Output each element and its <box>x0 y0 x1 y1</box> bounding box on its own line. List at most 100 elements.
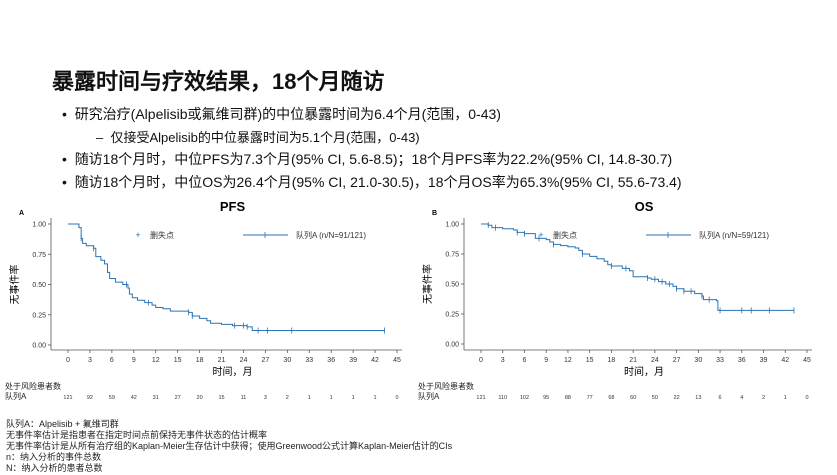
chart-os-x-tick-label: 36 <box>738 357 746 364</box>
chart-os-x-tick-label: 3 <box>501 357 505 364</box>
chart-os-x-tick-label: 18 <box>608 357 616 364</box>
chart-os-risk-table-row-label: 队列A <box>418 391 440 401</box>
chart-pfs-x-tick-label: 15 <box>174 357 182 364</box>
footnote-5: N：纳入分析的患者总数 <box>6 463 103 473</box>
footnote-2: 无事件率估计是指患者在指定时间点前保持无事件状态的估计概率 <box>6 430 268 440</box>
footnote-1: 队列A：Alpelisib + 氟维司群 <box>6 419 119 429</box>
chart-os-panel-label: B <box>432 210 437 217</box>
chart-pfs-x-tick-label: 24 <box>240 357 248 364</box>
chart-os-risk-count: 60 <box>630 395 636 401</box>
chart-os-x-tick-label: 33 <box>716 357 724 364</box>
chart-pfs-title: PFS <box>220 199 246 214</box>
chart-pfs-risk-count: 11 <box>241 395 247 401</box>
chart-os-x-tick-label: 24 <box>651 357 659 364</box>
chart-pfs-x-tick-label: 21 <box>218 357 226 364</box>
chart-pfs-risk-count: 59 <box>109 395 115 401</box>
chart-pfs-risk-count: 3 <box>264 395 267 401</box>
chart-os-risk-count: 102 <box>520 395 529 401</box>
chart-pfs-y-tick-label: 1.00 <box>32 222 46 229</box>
chart-os-y-tick-label: 0.00 <box>445 342 459 349</box>
chart-os-risk-count: 22 <box>674 395 680 401</box>
chart-pfs-y-axis-label: 无事件率 <box>8 265 21 305</box>
chart-pfs-risk-count: 42 <box>131 395 137 401</box>
chart-os-risk-count: 110 <box>498 395 507 401</box>
sub-bullet-1: – 仅接受Alpelisib的中位暴露时间为5.1个月(范围，0-43) <box>96 130 420 145</box>
chart-os-legend-censor-marker: + <box>538 230 543 240</box>
chart-os-x-tick-label: 30 <box>694 357 702 364</box>
bullet-3: • 随访18个月时，中位OS为26.4个月(95% CI, 21.0-30.5)… <box>62 174 682 190</box>
chart-os-risk-count: 88 <box>565 395 571 401</box>
chart-os-risk-count: 50 <box>652 395 658 401</box>
chart-pfs-risk-table-row-label: 队列A <box>5 391 27 401</box>
slide-title: 暴露时间与疗效结果，18个月随访 <box>52 69 385 94</box>
chart-pfs-risk-table-header: 处于风险患者数 <box>5 381 61 391</box>
bullet-2: • 随访18个月时，中位PFS为7.3个月(95% CI, 5.6-8.5)；1… <box>62 151 673 167</box>
chart-pfs-legend-censor-label: 删失点 <box>150 230 174 240</box>
chart-os-x-axis-label: 时间，月 <box>624 365 664 378</box>
chart-pfs-x-tick-label: 18 <box>196 357 204 364</box>
chart-pfs-x-tick-label: 30 <box>283 357 291 364</box>
chart-os-y-axis-label: 无事件率 <box>421 264 434 304</box>
chart-os-risk-count: 1 <box>784 395 787 401</box>
chart-os-risk-count: 95 <box>543 395 549 401</box>
chart-os-risk-count: 4 <box>740 395 743 401</box>
chart-os-risk-count: 6 <box>719 395 722 401</box>
chart-os-risk-count: 2 <box>762 395 765 401</box>
chart-pfs-x-axis-label: 时间，月 <box>213 365 253 378</box>
chart-os-y-tick-label: 0.50 <box>445 282 459 289</box>
chart-pfs-risk-count: 1 <box>308 395 311 401</box>
footnote-3: 无事件率估计是从所有治疗组的Kaplan-Meier生存估计中获得；使用Gree… <box>6 441 453 451</box>
chart-pfs-x-tick-label: 39 <box>349 357 357 364</box>
chart-os-x-tick-label: 21 <box>629 357 637 364</box>
chart-pfs-x-tick-label: 12 <box>152 357 160 364</box>
chart-os-legend-censor-label: 删失点 <box>553 230 577 240</box>
chart-pfs-x-tick-label: 42 <box>371 357 379 364</box>
chart-pfs-y-tick-label: 0.50 <box>32 282 46 289</box>
chart-pfs-panel-label: A <box>19 210 24 217</box>
chart-pfs-risk-count: 0 <box>395 395 398 401</box>
chart-os-y-tick-label: 1.00 <box>445 222 459 229</box>
chart-pfs-risk-count: 31 <box>153 395 159 401</box>
chart-pfs-risk-count: 2 <box>286 395 289 401</box>
chart-os-legend-series-label: 队列A (n/N=59/121) <box>699 230 769 240</box>
chart-pfs-x-tick-label: 33 <box>305 357 313 364</box>
chart-os-x-tick-label: 39 <box>760 357 768 364</box>
chart-pfs-risk-count: 1 <box>352 395 355 401</box>
chart-pfs-x-tick-label: 6 <box>110 357 114 364</box>
chart-os-risk-count: 0 <box>805 395 808 401</box>
chart-os-title: OS <box>635 199 654 214</box>
chart-os-risk-count: 13 <box>695 395 701 401</box>
chart-pfs-x-tick-label: 3 <box>88 357 92 364</box>
chart-os-x-tick-label: 45 <box>803 357 811 364</box>
chart-os-x-tick-label: 12 <box>564 357 572 364</box>
chart-pfs-y-tick-label: 0.75 <box>32 252 46 259</box>
chart-os-x-tick-label: 15 <box>586 357 594 364</box>
chart-os-y-tick-label: 0.75 <box>445 252 459 259</box>
chart-os-x-tick-label: 27 <box>673 357 681 364</box>
chart-pfs-legend-censor-marker: + <box>135 230 140 240</box>
chart-pfs-x-tick-label: 27 <box>262 357 270 364</box>
chart-pfs-risk-count: 15 <box>218 395 224 401</box>
chart-os-x-tick-label: 42 <box>781 357 789 364</box>
chart-os-x-tick-label: 0 <box>479 357 483 364</box>
chart-os-risk-count: 77 <box>587 395 593 401</box>
chart-pfs-x-tick-label: 0 <box>66 357 70 364</box>
chart-pfs-risk-count: 121 <box>63 395 72 401</box>
chart-pfs-x-tick-label: 36 <box>327 357 335 364</box>
chart-pfs-risk-count: 27 <box>175 395 181 401</box>
chart-pfs-x-tick-label: 45 <box>393 357 401 364</box>
footnote-4: n：纳入分析的事件总数 <box>6 452 102 462</box>
chart-os-risk-table-header: 处于风险患者数 <box>418 381 474 391</box>
bullet-1: • 研究治疗(Alpelisib或氟维司群)的中位暴露时间为6.4个月(范围，0… <box>62 106 501 122</box>
chart-pfs-risk-count: 20 <box>197 395 203 401</box>
chart-os-x-tick-label: 6 <box>523 357 527 364</box>
chart-os-y-tick-label: 0.25 <box>445 312 459 319</box>
chart-os-risk-count: 121 <box>476 395 485 401</box>
chart-pfs-risk-count: 1 <box>330 395 333 401</box>
chart-pfs-y-tick-label: 0.00 <box>32 343 46 350</box>
chart-pfs-x-tick-label: 9 <box>132 357 136 364</box>
chart-pfs-y-tick-label: 0.25 <box>32 312 46 319</box>
chart-os-x-tick-label: 9 <box>544 357 548 364</box>
